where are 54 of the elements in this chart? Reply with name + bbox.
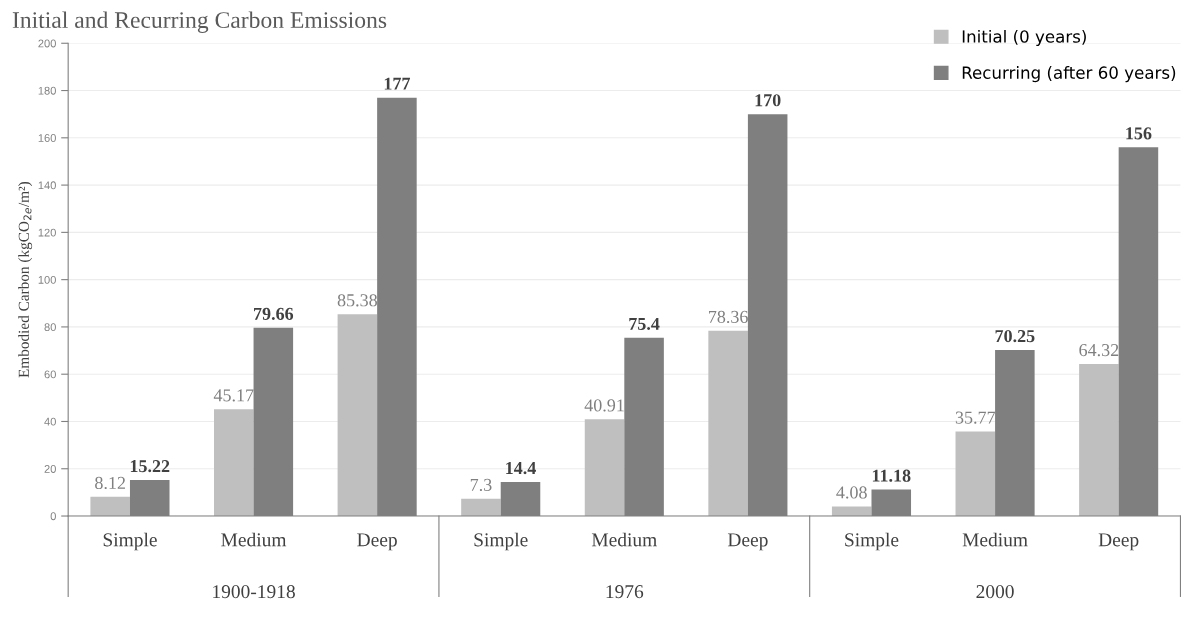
text: 1976 <box>606 585 644 599</box>
bar <box>1079 363 1119 517</box>
chart-title: Initial and Recurring Carbon Emissions <box>12 11 387 33</box>
y-tick-label: 180 <box>38 86 56 95</box>
y-tick-label: 0 <box>50 512 56 521</box>
data-label: 40.91 <box>584 399 624 412</box>
y-tick-label: 100 <box>38 275 56 284</box>
data-label: 78.36 <box>709 310 748 324</box>
data-label: 177 <box>384 77 411 90</box>
bar <box>90 496 130 517</box>
data-label: 7.3 <box>470 478 492 492</box>
bar <box>955 431 996 517</box>
x-tick-label: Medium <box>591 532 657 547</box>
data-label: 156 <box>1126 127 1152 140</box>
y-tick-label: 140 <box>38 181 56 190</box>
data-label: 4.08 <box>836 486 867 499</box>
y-tick-label: 20 <box>44 465 56 473</box>
bar <box>708 330 748 517</box>
text: 2000 <box>976 585 1014 599</box>
legend-label: Initial (0 years) <box>962 29 1086 47</box>
text: 1900-1918 <box>213 585 295 599</box>
y-tick-label: 40 <box>44 417 56 426</box>
x-tick-label: Deep <box>1098 533 1139 551</box>
data-label: 15.22 <box>130 460 170 473</box>
x-tick-label: Deep <box>727 533 768 551</box>
y-tick-label: 60 <box>44 370 56 379</box>
legend-label: Recurring (after 60 years) <box>962 66 1176 83</box>
data-label: 75.4 <box>629 317 660 331</box>
y-axis-title: Embodied Carbon (kgCO$_{2e}$/m²) <box>18 181 33 378</box>
bar <box>831 506 872 517</box>
data-label: 45.17 <box>213 389 254 402</box>
y-tick-label: 160 <box>38 134 56 142</box>
data-label: 11.18 <box>872 469 911 482</box>
x-tick-label: Medium <box>962 532 1028 547</box>
y-tick-label: 200 <box>38 39 56 48</box>
data-label: 85.38 <box>337 294 377 307</box>
bar <box>461 498 501 517</box>
bar <box>337 314 378 517</box>
x-tick-label: Simple <box>103 532 157 551</box>
data-label: 35.77 <box>955 411 996 424</box>
data-label: 70.25 <box>995 329 1035 343</box>
data-label: 8.12 <box>95 476 125 490</box>
x-tick-label: Simple <box>474 532 528 551</box>
data-label: 14.4 <box>506 462 536 475</box>
y-tick-label: 80 <box>44 323 56 332</box>
y-tick-label: 120 <box>38 228 56 237</box>
bar <box>584 419 625 517</box>
x-tick-label: Medium <box>221 532 287 547</box>
data-label: 79.66 <box>254 307 294 320</box>
bar <box>214 409 254 517</box>
x-tick-label: Deep <box>357 533 397 551</box>
data-label: 64.32 <box>1079 344 1119 357</box>
data-label: 170 <box>755 94 781 107</box>
x-tick-label: Simple <box>845 532 899 551</box>
